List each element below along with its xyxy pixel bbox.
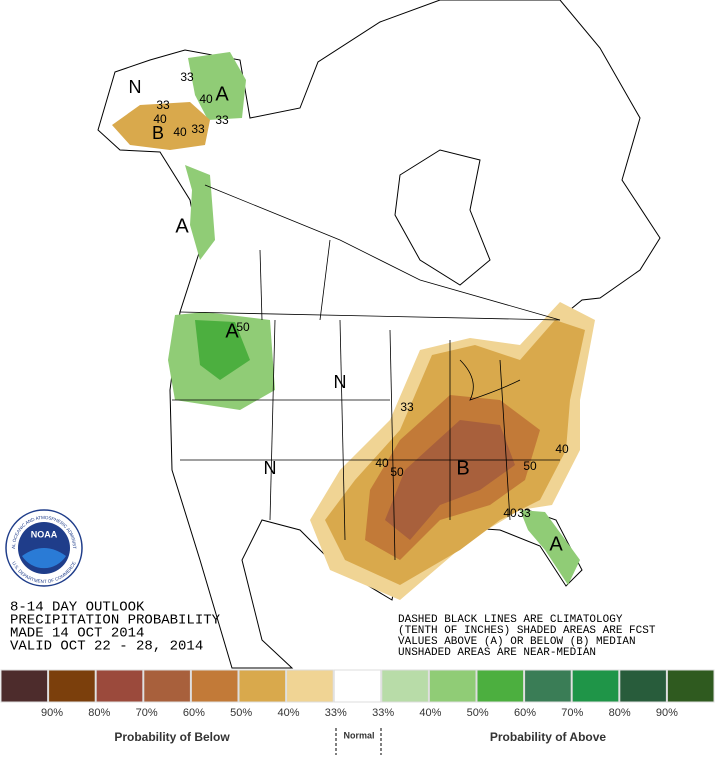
map-label: A xyxy=(215,83,229,105)
map-label: 50 xyxy=(236,320,250,334)
above-florida xyxy=(520,510,580,585)
legend-normal: Normal xyxy=(343,730,374,740)
legend-label: 50% xyxy=(467,707,489,719)
map-label: 33 xyxy=(400,400,414,414)
legend-swatch xyxy=(333,669,382,703)
legend-label: 80% xyxy=(88,707,110,719)
noaa-logo: NOAA NATIONAL OCEANIC AND ATMOSPHERIC AD… xyxy=(0,0,83,587)
legend-label: 40% xyxy=(419,707,441,719)
map-label: N xyxy=(129,77,142,97)
legend-label: 40% xyxy=(277,707,299,719)
map-label: B xyxy=(152,123,164,143)
legend-above: Probability of Above xyxy=(490,730,607,744)
legend-swatch xyxy=(381,669,429,703)
outlook-line: 8-14 DAY OUTLOOK xyxy=(10,600,145,616)
legend-label: 33% xyxy=(325,707,347,719)
legend-swatch xyxy=(143,669,191,703)
above-pnw-core xyxy=(195,320,250,380)
notes-line: (TENTH OF INCHES) SHADED AREAS ARE FCST xyxy=(398,625,656,637)
map-label: A xyxy=(549,533,563,555)
map-label: B xyxy=(456,457,469,479)
legend-swatch xyxy=(619,669,667,703)
legend-label: 60% xyxy=(514,707,536,719)
map-label: 40 xyxy=(375,456,389,470)
notes-line: DASHED BLACK LINES ARE CLIMATOLOGY xyxy=(398,614,623,626)
map-label: 33 xyxy=(191,122,205,136)
outlook-line: MADE 14 OCT 2014 xyxy=(10,626,144,642)
logo-name: NOAA xyxy=(31,529,58,539)
legend-label: 50% xyxy=(230,707,252,719)
map-label: 40 xyxy=(555,442,569,456)
map-label: 50 xyxy=(523,459,537,473)
legend-swatch xyxy=(238,669,287,703)
legend-label: 80% xyxy=(609,707,631,719)
legend-label: 60% xyxy=(183,707,205,719)
map-label: 40 xyxy=(153,112,167,126)
legend: 90% 80% 70% 60% 50% 40% 33% 33% 40% 50% 60% 70% 80% 9… xyxy=(0,669,715,719)
map-label: N xyxy=(334,372,347,392)
legend-swatch xyxy=(48,669,96,703)
map-label: 50 xyxy=(390,465,404,479)
legend-swatch xyxy=(524,669,572,703)
legend-swatch xyxy=(0,669,49,703)
outlook-line: PRECIPITATION PROBABILITY xyxy=(10,613,221,629)
legend-label: 70% xyxy=(136,707,158,719)
map-label: N xyxy=(264,458,277,478)
outlook-line: VALID OCT 22 - 28, 2014 xyxy=(10,639,203,655)
logo-ring-top-text: NATIONAL OCEANIC AND ATMOSPHERIC ADMINIS… xyxy=(0,0,77,549)
logo-ring-top: NATIONAL OCEANIC AND ATMOSPHERIC ADMINIS… xyxy=(0,0,77,549)
boundaries xyxy=(172,184,561,561)
map-label: A xyxy=(175,215,189,237)
legend-below: Probability of Below xyxy=(114,730,230,744)
map-label: 40 xyxy=(503,506,517,520)
legend-swatch xyxy=(286,669,334,703)
notes-line: UNSHADED AREAS ARE NEAR-MEDIAN xyxy=(398,647,596,659)
hudson-bay xyxy=(394,149,491,286)
legend-swatch xyxy=(95,669,144,703)
map-label: 33 xyxy=(156,98,170,112)
legend-label: 70% xyxy=(561,707,583,719)
legend-label: 90% xyxy=(656,707,678,719)
map-label: 40 xyxy=(173,125,187,139)
map-label: 40 xyxy=(199,92,213,106)
notes-line: VALUES ABOVE (A) OR BELOW (B) MEDIAN xyxy=(398,636,636,648)
notes-text: DASHED BLACK LINES ARE CLIMATOLOGY(TENTH… xyxy=(398,614,656,659)
below-alaska xyxy=(112,102,210,150)
legend-swatch xyxy=(666,669,715,703)
legend-swatch xyxy=(190,669,239,703)
legend-swatch xyxy=(476,669,525,703)
legend-swatch xyxy=(571,669,620,703)
legend-swatch xyxy=(428,669,477,703)
above-alaska xyxy=(188,52,246,120)
map-label: A xyxy=(225,320,239,342)
legend-label: 90% xyxy=(41,707,63,719)
legend-label: 33% xyxy=(372,707,394,719)
map-label: 33 xyxy=(180,70,194,84)
map-label: 33 xyxy=(517,506,531,520)
map-label: 33 xyxy=(215,113,229,127)
above-bc xyxy=(185,165,215,260)
